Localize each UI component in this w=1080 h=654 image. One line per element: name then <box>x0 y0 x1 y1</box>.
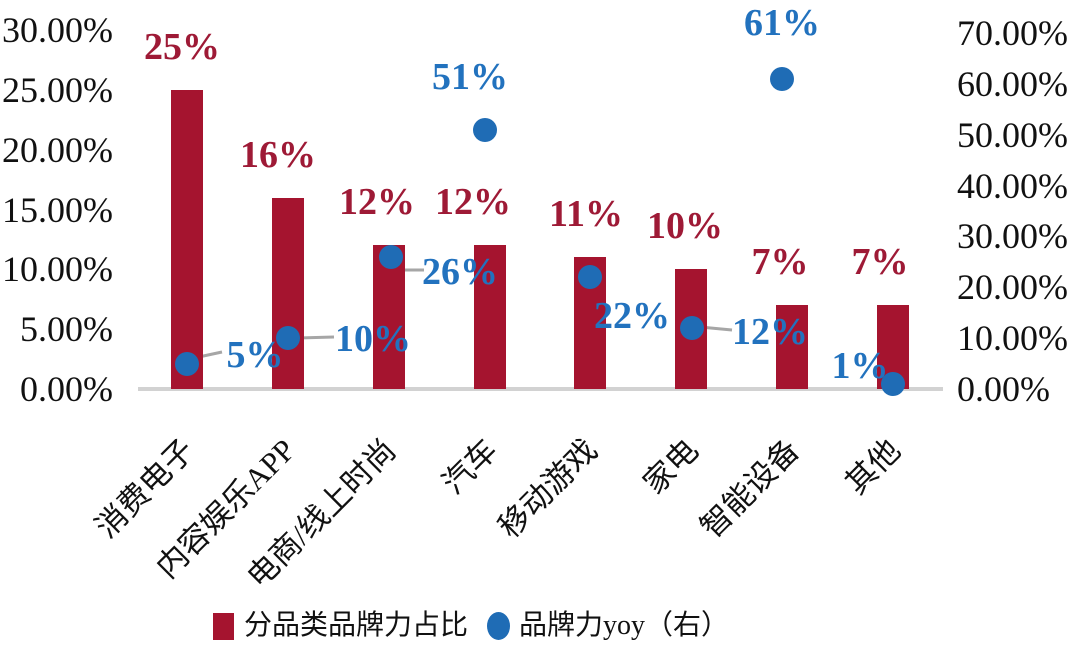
bar-series-swatch-icon <box>213 612 234 640</box>
left-axis-tick: 20.00% <box>2 129 113 170</box>
left-axis-tick: 10.00% <box>2 249 113 290</box>
bar-value-label: 11% <box>549 193 623 236</box>
scatter-series-swatch-icon <box>487 612 511 640</box>
scatter-value-label: 26% <box>422 250 498 293</box>
right-axis-tick: 40.00% <box>957 165 1068 206</box>
scatter-dot-5 <box>680 315 704 340</box>
right-axis-tick: 20.00% <box>957 267 1068 308</box>
x-axis-line <box>138 387 943 391</box>
bar-value-label: 10% <box>647 205 723 248</box>
scatter-dot-7 <box>881 371 905 396</box>
right-axis-tick: 0.00% <box>957 369 1050 409</box>
bar-value-label: 12% <box>435 181 511 224</box>
scatter-dot-6 <box>770 66 794 91</box>
scatter-dot-4 <box>578 265 602 290</box>
right-axis-tick: 10.00% <box>957 318 1068 359</box>
chart-legend: 分品类品牌力占比 品牌力yoy（右） <box>213 603 729 649</box>
scatter-dot-1 <box>276 326 300 351</box>
right-axis-tick: 70.00% <box>957 13 1068 53</box>
left-axis-tick: 5.00% <box>20 309 113 350</box>
bar-0 <box>171 89 203 389</box>
scatter-value-label: 51% <box>432 55 508 98</box>
scatter-dot-0 <box>175 351 199 376</box>
scatter-value-label: 12% <box>732 310 808 353</box>
scatter-value-label: 22% <box>594 295 670 338</box>
category-label: 其他 <box>838 432 908 501</box>
left-axis-tick: 30.00% <box>2 10 113 50</box>
left-axis-tick: 15.00% <box>2 189 113 230</box>
bar-series-legend-label: 分品类品牌力占比 <box>244 610 469 641</box>
bar-value-label: 7% <box>751 241 809 284</box>
scatter-value-label: 61% <box>744 1 820 44</box>
bar-value-label: 12% <box>339 181 415 224</box>
bar-value-label: 7% <box>851 241 909 284</box>
bar-6 <box>776 305 808 389</box>
bar-1 <box>272 197 304 389</box>
right-axis-tick: 60.00% <box>957 63 1068 104</box>
bar-2 <box>373 245 405 389</box>
right-axis-tick: 30.00% <box>957 216 1068 257</box>
scatter-dot-2 <box>379 244 403 269</box>
scatter-value-label: 10% <box>335 318 411 361</box>
left-axis-tick: 0.00% <box>20 369 113 409</box>
scatter-dot-3 <box>473 117 497 142</box>
scatter-value-label: 1% <box>831 344 889 387</box>
bar-value-label: 16% <box>240 133 316 176</box>
category-label: 家电 <box>636 432 706 501</box>
bar-3 <box>474 245 506 389</box>
category-label: 智能设备 <box>693 432 807 545</box>
bar-value-label: 25% <box>144 25 220 68</box>
left-axis-tick: 25.00% <box>2 69 113 110</box>
category-label: 移动游戏 <box>491 432 605 545</box>
category-label: 汽车 <box>435 432 505 501</box>
scatter-series-legend-label: 品牌力yoy（右） <box>519 610 730 641</box>
right-axis-tick: 50.00% <box>957 114 1068 155</box>
scatter-value-label: 5% <box>226 333 284 376</box>
